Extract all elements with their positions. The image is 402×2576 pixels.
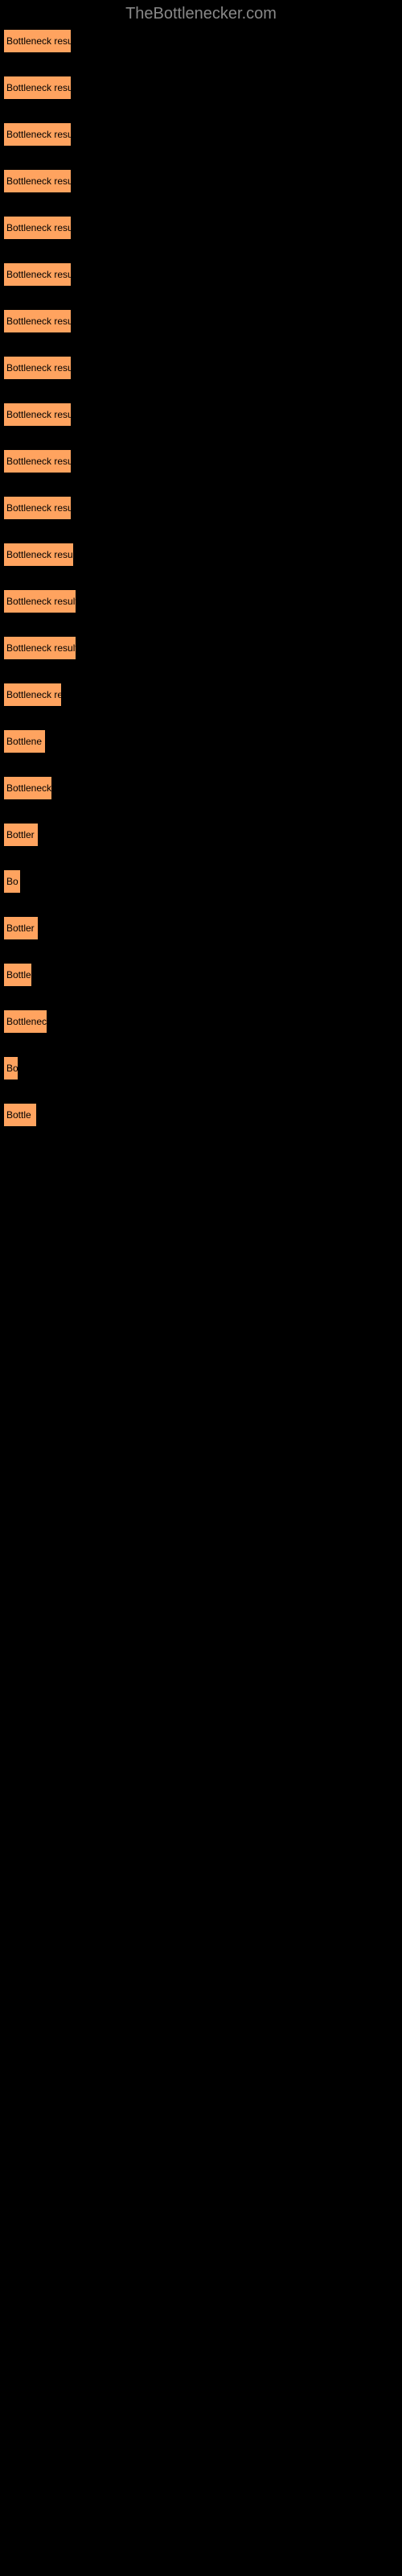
site-header: TheBottlenecker.com	[0, 5, 402, 23]
bar-label: Bottleneck result	[6, 456, 78, 467]
bar-label: Bottleneck r	[6, 782, 57, 794]
bar-row: Bo	[3, 869, 397, 894]
bar-label: Bottle	[6, 969, 31, 980]
bar-label: Bottleneck result	[6, 642, 78, 654]
bar-label: Bottleneck result	[6, 222, 78, 233]
bar-label: Bottleneck result	[6, 362, 78, 374]
bar-row: Bottle	[3, 963, 397, 987]
bar-label: Bottleneck re	[6, 689, 63, 700]
bar-label: Bo	[6, 1063, 18, 1074]
bar-row: Bottler	[3, 823, 397, 847]
bar-row: Bottleneck result	[3, 449, 397, 473]
bar-label: Bottleneck result	[6, 269, 78, 280]
bar-label: Bottleneck result	[6, 409, 78, 420]
site-title: TheBottlenecker.com	[125, 5, 277, 23]
bar-row: Bottleneck result	[3, 356, 397, 380]
bar-label: Bottler	[6, 923, 35, 934]
bar-row: Bottleneck result	[3, 402, 397, 427]
bar-row: Bottleneck result	[3, 29, 397, 53]
bar-row: Bottleneck result	[3, 309, 397, 333]
bar-label: Bottleneck result	[6, 35, 78, 47]
bar-row: Bottleneck result	[3, 543, 397, 567]
bar-row: Bottleneck result	[3, 262, 397, 287]
bar-row: Bottleneck result	[3, 216, 397, 240]
bar-row: Bottle	[3, 1103, 397, 1127]
bar-row: Bottleneck re	[3, 683, 397, 707]
bar-label: Bottleneck result	[6, 82, 78, 93]
bar-row: Bottleneck result	[3, 76, 397, 100]
bar-row: Bottleneck result	[3, 169, 397, 193]
bar-label: Bottlenec	[6, 1016, 47, 1027]
bar-row: Bottleneck result	[3, 589, 397, 613]
bar-label: Bottlene	[6, 736, 42, 747]
bar-row: Bottleneck result	[3, 636, 397, 660]
bar-row: Bottler	[3, 916, 397, 940]
bar-label: Bottleneck result	[6, 549, 78, 560]
bar-row: Bo	[3, 1056, 397, 1080]
bar-label: Bottler	[6, 829, 35, 840]
bar-label: Bottleneck result	[6, 502, 78, 514]
bar-label: Bo	[6, 876, 18, 887]
bar-row: Bottleneck r	[3, 776, 397, 800]
bar-label: Bottleneck result	[6, 175, 78, 187]
bar-row: Bottleneck result	[3, 496, 397, 520]
bar-label: Bottleneck result	[6, 316, 78, 327]
bar-row: Bottlenec	[3, 1009, 397, 1034]
bar-chart: Bottleneck result Bottleneck result Bottle…	[3, 29, 397, 1156]
bar-label: Bottleneck result	[6, 129, 78, 140]
bar-row: Bottlene	[3, 729, 397, 753]
bar-label: Bottle	[6, 1109, 31, 1121]
bar-row: Bottleneck result	[3, 122, 397, 147]
bar-label: Bottleneck result	[6, 596, 78, 607]
